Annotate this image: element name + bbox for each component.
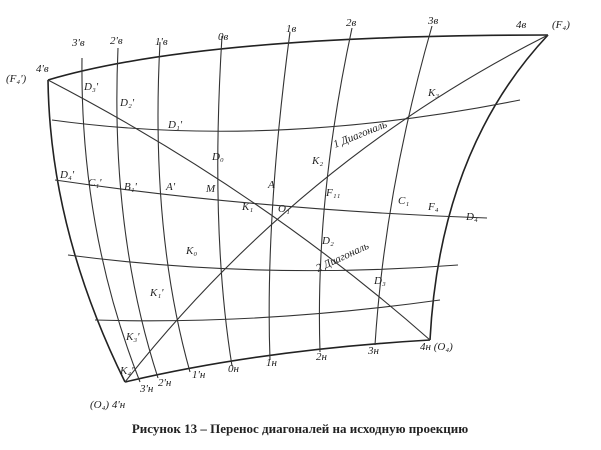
point-label: D₁' (167, 119, 183, 131)
point-label: M (205, 183, 216, 195)
point-label: C₁' (88, 177, 102, 189)
top-label: 2в (346, 17, 357, 29)
top-label: 1в (286, 23, 297, 35)
point-label: K₂ (311, 155, 323, 167)
point-label: F₁₁ (325, 187, 341, 199)
bottom-label: 2н (316, 351, 328, 363)
point-label: D₃ (373, 275, 386, 287)
top-label: (F₄') (6, 73, 27, 85)
top-label: 0в (218, 31, 229, 43)
point-label: D₄' (59, 169, 75, 181)
point-label: K₁ (241, 201, 253, 213)
bottom-label: 0н (228, 363, 240, 375)
top-label: 3в (427, 15, 439, 27)
point-label: K₃ (427, 87, 439, 99)
bottom-label: 2'н (158, 377, 172, 389)
top-label: 4в (516, 19, 527, 31)
point-label: O₁ (278, 203, 290, 215)
point-label: A (267, 179, 275, 191)
bottom-label: 3'н (139, 383, 154, 395)
point-label: F₄ (427, 201, 439, 213)
top-label: (F₄) (552, 19, 570, 31)
parallels (51, 99, 521, 322)
point-label: K₀ (185, 245, 197, 257)
point-label: K₃' (125, 331, 140, 343)
point-label: D₄ (465, 211, 478, 223)
labels: 4'в 3'в 2'в 1'в 0в 1в 2в 3в 4в (F₄) (F₄') D₃' D₂' D₁'… (6, 15, 570, 411)
diagonals (47, 34, 549, 383)
point-label: D₃' (83, 81, 99, 93)
point-label: C₁ (398, 195, 409, 207)
top-label: 2'в (110, 35, 123, 47)
bottom-label: (O₄) 4'н (90, 399, 126, 411)
bottom-label: 1'н (192, 369, 206, 381)
bottom-label: 3н (367, 345, 380, 357)
top-label: 4'в (36, 63, 49, 75)
grid-outline (47, 34, 549, 383)
point-label: B₁' (124, 181, 138, 193)
top-label: 1'в (155, 36, 168, 48)
point-label: D₂ (321, 235, 334, 247)
point-label: D₀ (211, 151, 224, 163)
point-label: A' (165, 181, 176, 193)
top-label: 3'в (71, 37, 85, 49)
diagonal-label: 1 Диагональ (332, 118, 389, 150)
point-label: K₄' (119, 365, 134, 377)
point-label: K₁' (149, 287, 164, 299)
caption: Рисунок 13 – Перенос диагоналей на исход… (132, 421, 468, 436)
bottom-label: 1н (266, 357, 278, 369)
meridians (81, 25, 433, 383)
bottom-label: 4н (O₄) (420, 341, 453, 353)
point-label: D₂' (119, 97, 135, 109)
